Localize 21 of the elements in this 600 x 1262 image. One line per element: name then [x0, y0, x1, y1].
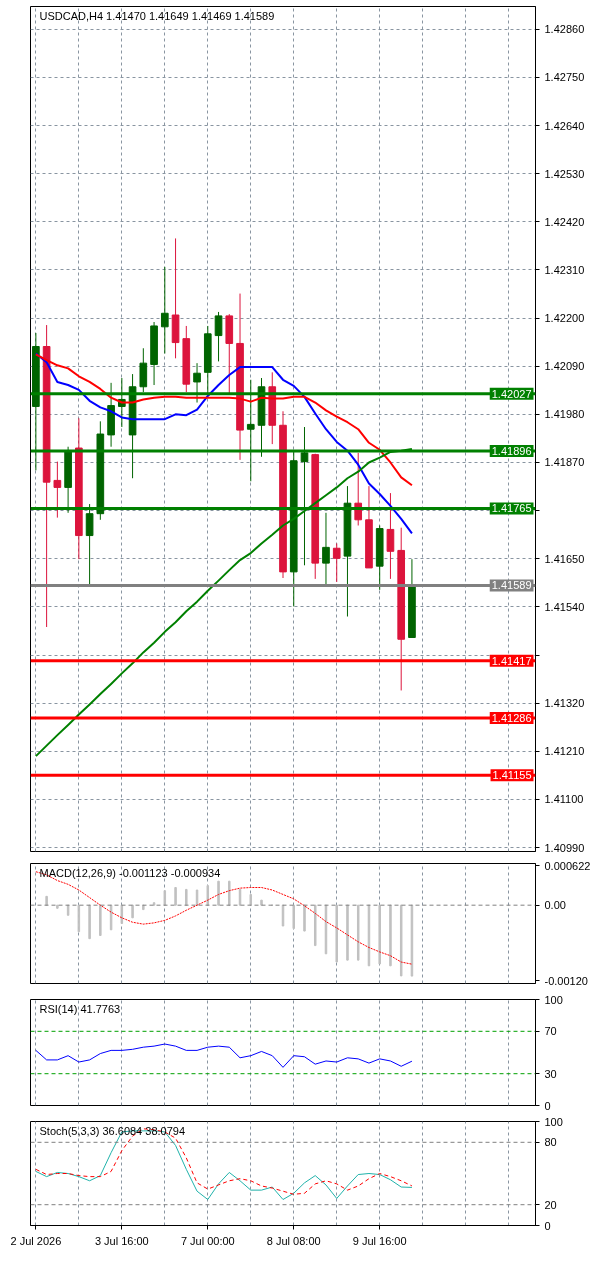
x-tick-label: 9 Jul 16:00 — [352, 1234, 407, 1247]
y-tick-label: 100 — [544, 1115, 563, 1128]
y-tick-label: 0.00 — [544, 899, 566, 912]
y-tick-label: 20 — [544, 1198, 557, 1211]
y-tick-label: 0 — [544, 1219, 551, 1232]
y-tick-label: 0.000622 — [544, 859, 591, 872]
y-tick-label: -0.00120 — [544, 974, 588, 987]
y-tick-label: 0 — [544, 1099, 551, 1112]
chart-title: Stoch(5,3,3) 36.6084 38.0794 — [39, 1124, 186, 1137]
chart-title: MACD(12,26,9) -0.001123 -0.000934 — [39, 866, 221, 879]
line-series — [35, 871, 413, 965]
y-tick-label: 80 — [544, 1136, 557, 1149]
x-tick-label: 8 Jul 08:00 — [266, 1234, 321, 1247]
chart-title: RSI(14) 41.7763 — [39, 1002, 121, 1015]
x-tick-label: 2 Jul 2026 — [10, 1234, 62, 1247]
y-tick-label: 100 — [544, 993, 563, 1006]
line-series — [35, 1043, 413, 1068]
x-tick-label: 3 Jul 16:00 — [94, 1234, 149, 1247]
y-tick-label: 30 — [544, 1067, 557, 1080]
y-tick-label: 70 — [544, 1025, 557, 1038]
x-tick-label: 7 Jul 00:00 — [180, 1234, 235, 1247]
